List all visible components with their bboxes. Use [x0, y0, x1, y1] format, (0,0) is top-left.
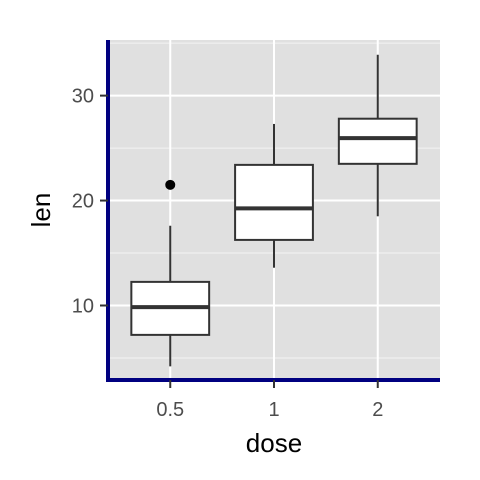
x-tick-label: 1: [268, 399, 279, 421]
y-tick-label: 30: [72, 86, 94, 108]
box-2: [337, 54, 418, 217]
box-0.5: [130, 179, 211, 367]
y-axis-title: len: [26, 193, 56, 228]
y-tick-label: 20: [72, 191, 94, 213]
outlier-point: [165, 179, 176, 190]
box-group: [130, 54, 418, 367]
x-axis-title: dose: [246, 428, 302, 458]
box-1: [234, 123, 314, 268]
box-iqr: [337, 117, 418, 165]
y-tick-label: 10: [72, 295, 94, 317]
y-ticks: 10 20 30: [72, 86, 108, 317]
x-tick-label: 2: [372, 399, 383, 421]
x-tick-label: 0.5: [156, 399, 184, 421]
box-iqr: [234, 163, 314, 241]
x-ticks: 0.5 1 2: [156, 380, 383, 421]
